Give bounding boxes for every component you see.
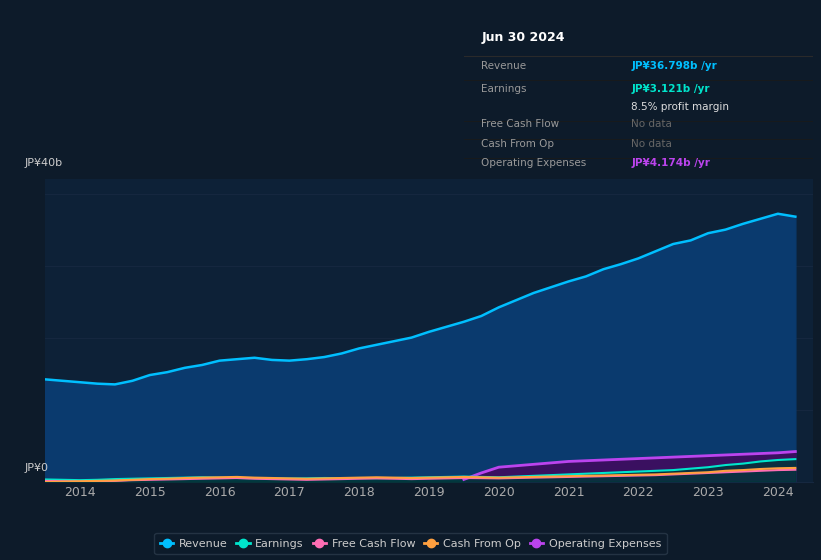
Text: Operating Expenses: Operating Expenses [481,158,586,168]
Text: JP¥40b: JP¥40b [25,158,62,168]
Text: JP¥0: JP¥0 [25,463,48,473]
Text: No data: No data [631,119,672,129]
Text: No data: No data [631,139,672,149]
Text: Free Cash Flow: Free Cash Flow [481,119,559,129]
Text: JP¥36.798b /yr: JP¥36.798b /yr [631,61,717,71]
Legend: Revenue, Earnings, Free Cash Flow, Cash From Op, Operating Expenses: Revenue, Earnings, Free Cash Flow, Cash … [154,533,667,554]
Text: Revenue: Revenue [481,61,526,71]
Text: JP¥4.174b /yr: JP¥4.174b /yr [631,158,710,168]
Text: 8.5% profit margin: 8.5% profit margin [631,102,729,112]
Text: JP¥3.121b /yr: JP¥3.121b /yr [631,84,710,94]
Text: Cash From Op: Cash From Op [481,139,554,149]
Text: Jun 30 2024: Jun 30 2024 [481,31,565,44]
Text: Earnings: Earnings [481,84,527,94]
